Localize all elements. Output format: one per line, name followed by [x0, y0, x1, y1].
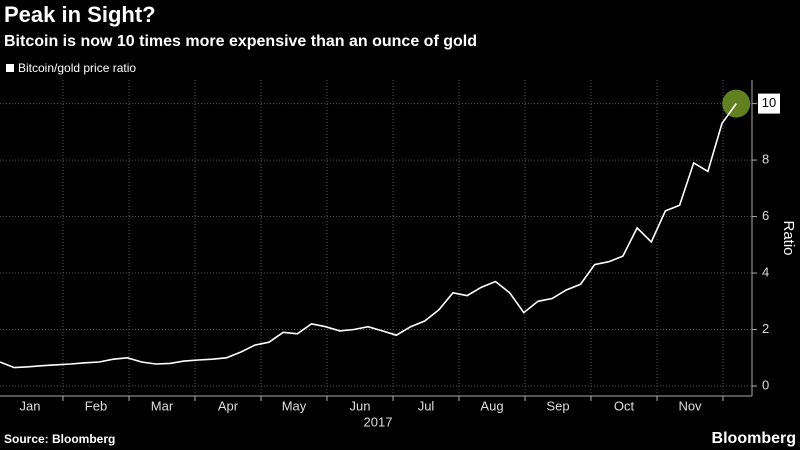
line — [0, 103, 737, 369]
x-tick-label: Oct — [614, 398, 635, 413]
y-tick-label: 8 — [762, 152, 769, 167]
y-tick-label: 0 — [762, 377, 769, 392]
y-tick-highlight — [758, 93, 780, 114]
y-tick-label: 6 — [762, 208, 769, 223]
source: Source: Bloomberg — [4, 432, 115, 446]
y-tick-label: 4 — [762, 264, 769, 279]
x-tick-label: Nov — [678, 398, 702, 413]
chart-title: Peak in Sight? — [4, 2, 156, 27]
x-tick-label: Mar — [151, 398, 174, 413]
legend-label: Bitcoin/gold price ratio — [18, 61, 136, 75]
x-tick-label: Jun — [350, 398, 371, 413]
x-axis-label: 2017 — [364, 414, 393, 429]
y-tick-label: 10 — [762, 95, 776, 110]
y-axis-label: Ratio — [780, 220, 797, 255]
x-tick-label: Jul — [418, 398, 435, 413]
x-tick-label: Aug — [480, 398, 503, 413]
x-tick-label: Jan — [20, 398, 41, 413]
x-tick-label: May — [282, 398, 307, 413]
y-tick-label: 2 — [762, 321, 769, 336]
x-tick-label: Apr — [218, 398, 239, 413]
x-tick-label: Sep — [546, 398, 569, 413]
brand: Bloomberg — [712, 430, 796, 447]
x-tick-label: Feb — [85, 398, 107, 413]
chart-subtitle: Bitcoin is now 10 times more expensive t… — [4, 33, 477, 50]
legend-swatch — [6, 64, 14, 72]
highlight-marker — [722, 89, 751, 118]
